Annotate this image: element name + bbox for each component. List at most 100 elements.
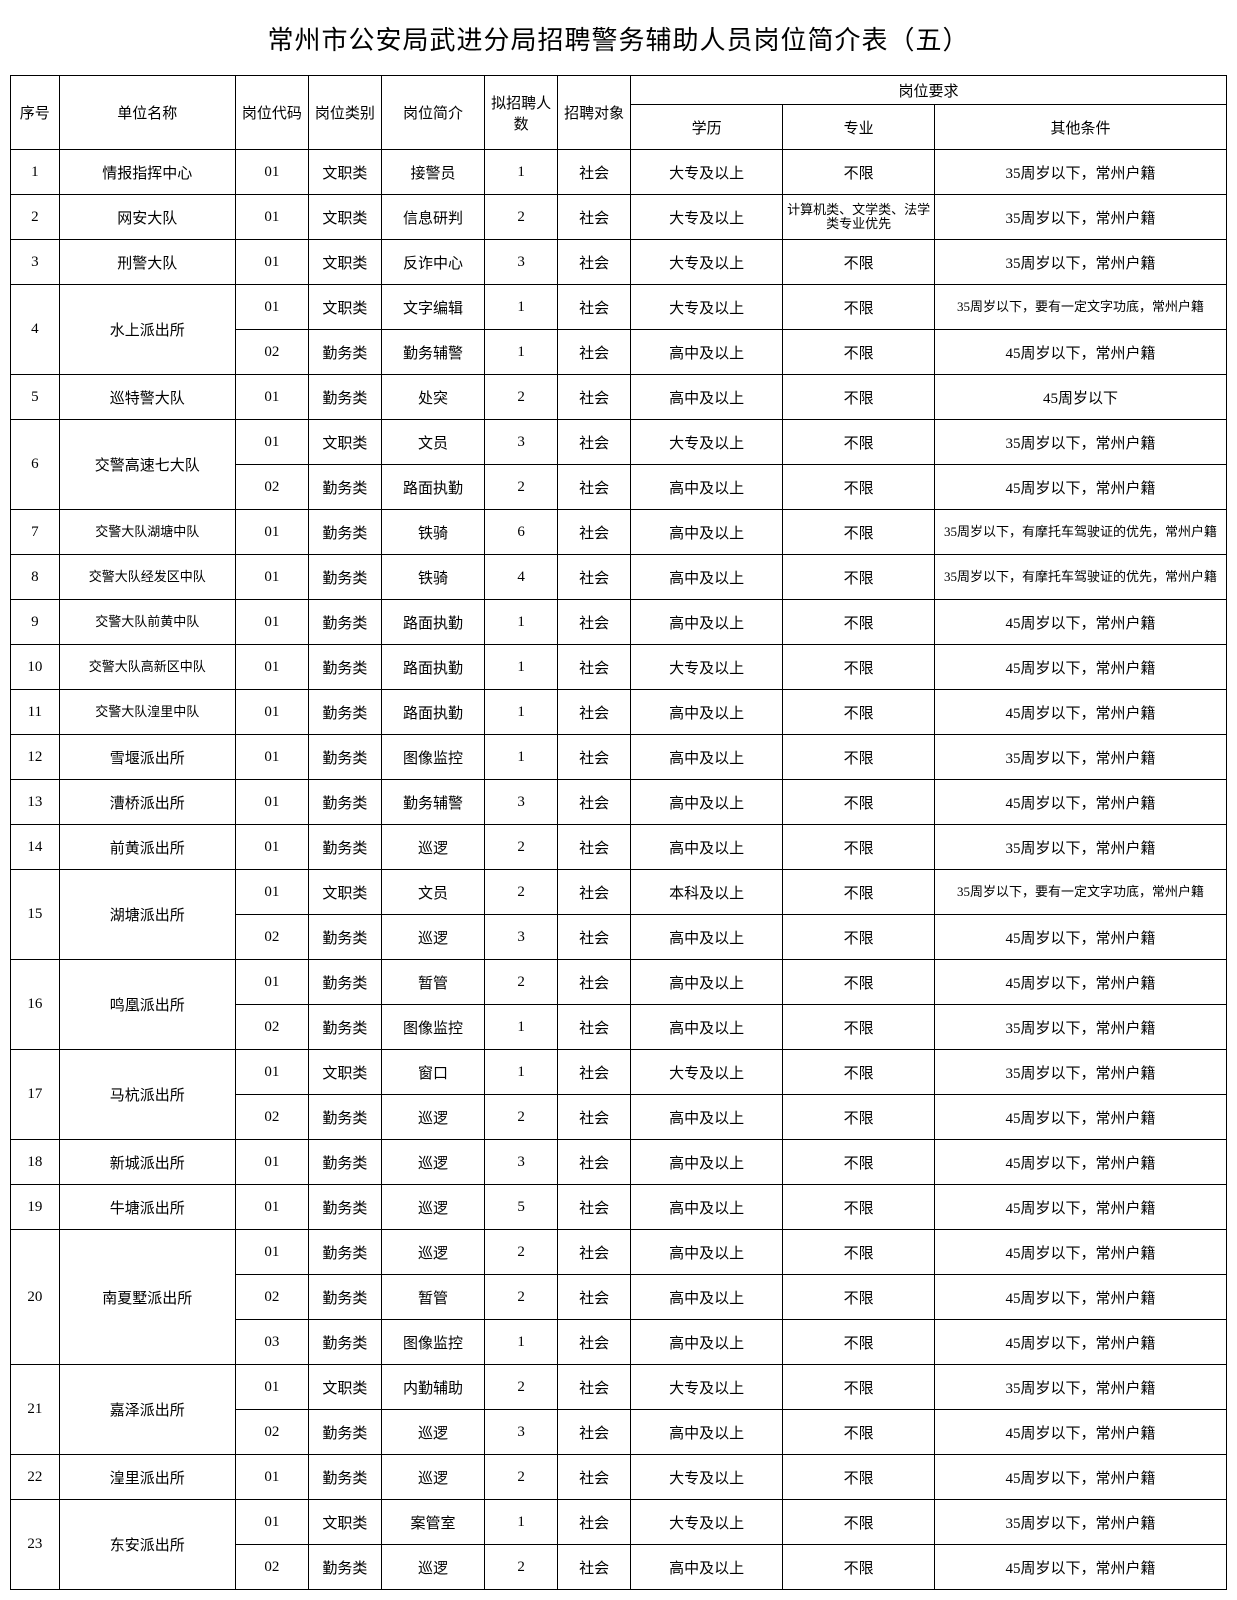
cell-code: 01 xyxy=(235,735,308,780)
cell-other: 45周岁以下，常州户籍 xyxy=(935,780,1227,825)
cell-unit: 水上派出所 xyxy=(59,285,235,375)
cell-unit: 湟里派出所 xyxy=(59,1455,235,1500)
cell-code: 01 xyxy=(235,285,308,330)
cell-tgt: 社会 xyxy=(558,825,631,870)
cell-tgt: 社会 xyxy=(558,1500,631,1545)
cell-seq: 13 xyxy=(11,780,60,825)
cell-edu: 高中及以上 xyxy=(631,1545,783,1590)
cell-major: 计算机类、文学类、法学类专业优先 xyxy=(783,195,935,240)
cell-num: 2 xyxy=(485,1545,558,1590)
table-row: 21嘉泽派出所01文职类内勤辅助2社会大专及以上不限35周岁以下，常州户籍 xyxy=(11,1365,1227,1410)
cell-edu: 大专及以上 xyxy=(631,1365,783,1410)
cell-unit: 湖塘派出所 xyxy=(59,870,235,960)
cell-seq: 16 xyxy=(11,960,60,1050)
cell-code: 02 xyxy=(235,465,308,510)
cell-tgt: 社会 xyxy=(558,915,631,960)
cell-major: 不限 xyxy=(783,690,935,735)
cell-cat: 文职类 xyxy=(308,195,381,240)
cell-other: 35周岁以下，常州户籍 xyxy=(935,195,1227,240)
cell-seq: 11 xyxy=(11,690,60,735)
cell-desc: 铁骑 xyxy=(381,510,484,555)
cell-seq: 3 xyxy=(11,240,60,285)
cell-cat: 勤务类 xyxy=(308,1545,381,1590)
cell-code: 02 xyxy=(235,330,308,375)
cell-major: 不限 xyxy=(783,600,935,645)
th-target: 招聘对象 xyxy=(558,76,631,150)
cell-cat: 勤务类 xyxy=(308,1410,381,1455)
cell-code: 01 xyxy=(235,510,308,555)
cell-major: 不限 xyxy=(783,1455,935,1500)
cell-other: 45周岁以下，常州户籍 xyxy=(935,1095,1227,1140)
cell-seq: 15 xyxy=(11,870,60,960)
th-desc: 岗位简介 xyxy=(381,76,484,150)
cell-code: 01 xyxy=(235,555,308,600)
cell-num: 2 xyxy=(485,825,558,870)
cell-other: 35周岁以下，有摩托车驾驶证的优先，常州户籍 xyxy=(935,510,1227,555)
cell-seq: 10 xyxy=(11,645,60,690)
cell-major: 不限 xyxy=(783,510,935,555)
cell-num: 5 xyxy=(485,1185,558,1230)
cell-other: 45周岁以下，常州户籍 xyxy=(935,1410,1227,1455)
cell-desc: 勤务辅警 xyxy=(381,780,484,825)
cell-other: 45周岁以下，常州户籍 xyxy=(935,1230,1227,1275)
cell-major: 不限 xyxy=(783,960,935,1005)
cell-cat: 勤务类 xyxy=(308,465,381,510)
cell-edu: 高中及以上 xyxy=(631,915,783,960)
cell-desc: 处突 xyxy=(381,375,484,420)
page-title: 常州市公安局武进分局招聘警务辅助人员岗位简介表（五） xyxy=(10,20,1227,57)
cell-seq: 4 xyxy=(11,285,60,375)
cell-seq: 22 xyxy=(11,1455,60,1500)
cell-edu: 高中及以上 xyxy=(631,330,783,375)
cell-unit: 嘉泽派出所 xyxy=(59,1365,235,1455)
cell-num: 2 xyxy=(485,960,558,1005)
cell-seq: 1 xyxy=(11,150,60,195)
cell-unit: 交警大队湟里中队 xyxy=(59,690,235,735)
cell-edu: 高中及以上 xyxy=(631,690,783,735)
cell-cat: 勤务类 xyxy=(308,1140,381,1185)
cell-major: 不限 xyxy=(783,1365,935,1410)
cell-tgt: 社会 xyxy=(558,735,631,780)
cell-tgt: 社会 xyxy=(558,690,631,735)
cell-edu: 高中及以上 xyxy=(631,1140,783,1185)
cell-cat: 勤务类 xyxy=(308,1230,381,1275)
cell-other: 45周岁以下，常州户籍 xyxy=(935,330,1227,375)
cell-major: 不限 xyxy=(783,465,935,510)
cell-major: 不限 xyxy=(783,150,935,195)
cell-cat: 文职类 xyxy=(308,240,381,285)
cell-edu: 高中及以上 xyxy=(631,510,783,555)
cell-seq: 18 xyxy=(11,1140,60,1185)
cell-cat: 勤务类 xyxy=(308,375,381,420)
th-cat: 岗位类别 xyxy=(308,76,381,150)
cell-code: 01 xyxy=(235,1050,308,1095)
cell-edu: 高中及以上 xyxy=(631,1095,783,1140)
cell-edu: 大专及以上 xyxy=(631,195,783,240)
table-body: 1情报指挥中心01文职类接警员1社会大专及以上不限35周岁以下，常州户籍2网安大… xyxy=(11,150,1227,1590)
cell-cat: 勤务类 xyxy=(308,1275,381,1320)
cell-code: 01 xyxy=(235,1455,308,1500)
cell-major: 不限 xyxy=(783,645,935,690)
cell-cat: 勤务类 xyxy=(308,960,381,1005)
cell-edu: 高中及以上 xyxy=(631,600,783,645)
table-row: 1情报指挥中心01文职类接警员1社会大专及以上不限35周岁以下，常州户籍 xyxy=(11,150,1227,195)
cell-edu: 高中及以上 xyxy=(631,1275,783,1320)
cell-desc: 巡逻 xyxy=(381,1455,484,1500)
cell-edu: 高中及以上 xyxy=(631,555,783,600)
cell-unit: 交警大队湖塘中队 xyxy=(59,510,235,555)
cell-cat: 勤务类 xyxy=(308,1320,381,1365)
cell-tgt: 社会 xyxy=(558,1275,631,1320)
table-row: 22湟里派出所01勤务类巡逻2社会大专及以上不限45周岁以下，常州户籍 xyxy=(11,1455,1227,1500)
cell-edu: 大专及以上 xyxy=(631,285,783,330)
cell-other: 35周岁以下，常州户籍 xyxy=(935,420,1227,465)
cell-num: 1 xyxy=(485,1050,558,1095)
th-num: 拟招聘人数 xyxy=(485,76,558,150)
cell-seq: 8 xyxy=(11,555,60,600)
cell-desc: 巡逻 xyxy=(381,1185,484,1230)
cell-unit: 交警大队经发区中队 xyxy=(59,555,235,600)
table-row: 5巡特警大队01勤务类处突2社会高中及以上不限45周岁以下 xyxy=(11,375,1227,420)
cell-cat: 文职类 xyxy=(308,870,381,915)
cell-seq: 5 xyxy=(11,375,60,420)
cell-major: 不限 xyxy=(783,870,935,915)
cell-edu: 高中及以上 xyxy=(631,825,783,870)
cell-desc: 图像监控 xyxy=(381,1320,484,1365)
cell-other: 45周岁以下，常州户籍 xyxy=(935,1320,1227,1365)
